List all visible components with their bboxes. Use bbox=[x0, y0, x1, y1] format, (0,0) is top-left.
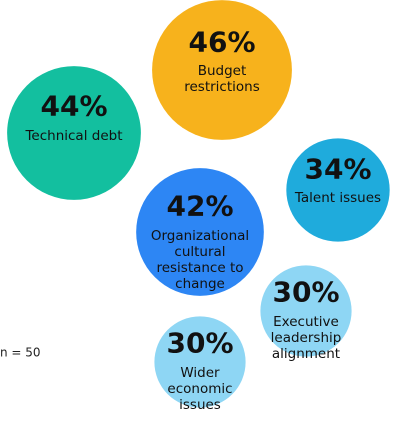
value-label: 30% bbox=[166, 327, 233, 360]
bubble-label: Wider economic issues bbox=[167, 364, 233, 413]
bubble bbox=[152, 0, 292, 140]
bubble bbox=[136, 168, 264, 296]
value-label: 34% bbox=[304, 152, 371, 185]
label-box: Executive leadership alignment bbox=[270, 313, 342, 362]
value-label: 44% bbox=[40, 90, 107, 123]
label-box: Budget restrictions bbox=[184, 63, 260, 96]
bubble bbox=[286, 138, 390, 242]
label-box: Talent issues bbox=[294, 190, 382, 207]
sample-note: n = 50 bbox=[0, 346, 41, 360]
label-box: Organizational cultural resistance to ch… bbox=[150, 227, 250, 292]
bubble-label: Technical debt bbox=[25, 127, 123, 144]
bubble bbox=[7, 66, 141, 200]
value-label: 46% bbox=[188, 25, 255, 58]
bubble-label: Budget restrictions bbox=[184, 63, 260, 96]
value-label: 30% bbox=[272, 276, 339, 309]
value-label: 42% bbox=[166, 190, 233, 223]
bubble-label: Talent issues bbox=[294, 190, 382, 207]
bubble-label: Executive leadership alignment bbox=[270, 313, 342, 362]
bubble bbox=[260, 265, 352, 357]
label-box: Technical debt bbox=[25, 127, 123, 144]
bubble-label: Organizational cultural resistance to ch… bbox=[150, 227, 250, 292]
bubble bbox=[154, 316, 246, 408]
label-box: Wider economic issues bbox=[167, 364, 233, 413]
